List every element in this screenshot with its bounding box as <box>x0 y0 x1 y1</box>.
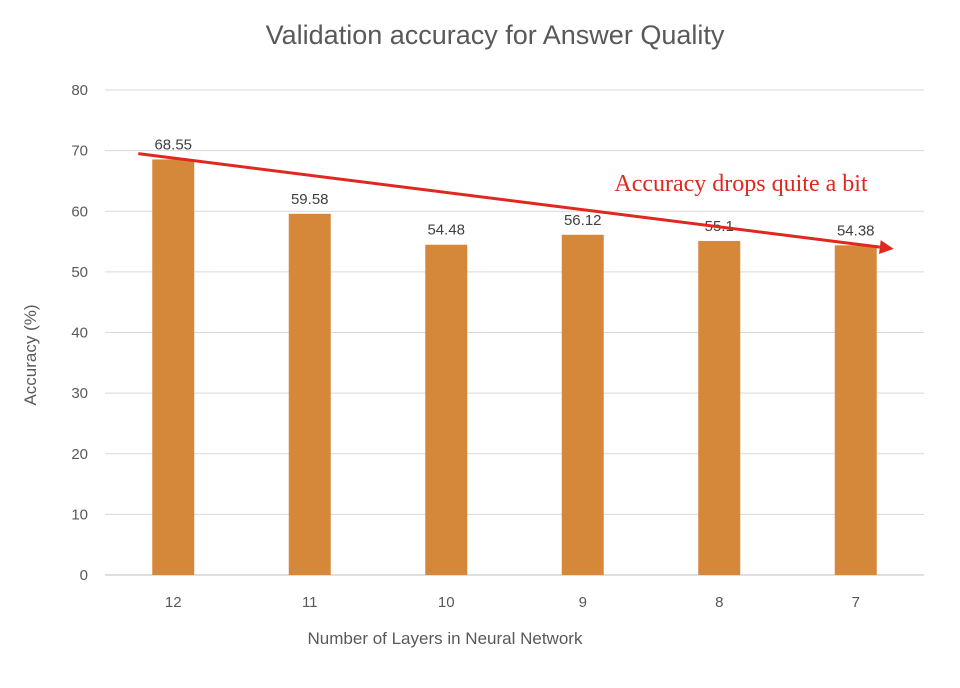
bar <box>834 245 877 576</box>
x-tick-label: 8 <box>715 594 723 611</box>
bar <box>561 234 604 575</box>
y-axis-ticks: 0 10 20 30 40 50 60 70 80 <box>71 82 88 584</box>
x-tick-label: 7 <box>852 594 860 611</box>
trend-arrowhead <box>878 240 894 255</box>
y-tick-label: 50 <box>71 264 88 281</box>
bar <box>425 244 468 575</box>
y-tick-label: 30 <box>71 385 88 402</box>
x-tick-label: 12 <box>165 594 182 611</box>
x-axis-label: Number of Layers in Neural Network <box>308 629 583 648</box>
x-tick-label: 9 <box>579 594 587 611</box>
annotation-text: Accuracy drops quite a bit <box>614 171 868 197</box>
data-label: 54.48 <box>427 222 465 239</box>
data-label: 54.38 <box>837 222 875 239</box>
y-axis-label: Accuracy (%) <box>21 304 40 405</box>
x-axis-ticks: 12 11 10 9 8 7 <box>165 594 860 611</box>
gridlines <box>105 89 924 576</box>
bar <box>288 213 331 575</box>
annotation: Accuracy drops quite a bit <box>138 152 894 255</box>
chart-title: Validation accuracy for Answer Quality <box>266 20 725 50</box>
x-tick-label: 10 <box>438 594 455 611</box>
bar <box>698 240 741 576</box>
y-tick-label: 10 <box>71 506 88 523</box>
y-tick-label: 0 <box>80 567 88 584</box>
y-tick-label: 40 <box>71 325 88 342</box>
x-tick-label: 11 <box>302 594 318 611</box>
bar <box>152 159 195 575</box>
y-tick-label: 70 <box>71 143 88 160</box>
data-label: 56.12 <box>564 212 602 229</box>
bars <box>152 159 877 576</box>
data-label: 68.55 <box>154 136 192 153</box>
trend-arrow <box>138 152 881 249</box>
y-tick-label: 80 <box>71 82 88 99</box>
y-tick-label: 20 <box>71 446 88 463</box>
y-tick-label: 60 <box>71 203 88 220</box>
data-label: 59.58 <box>291 191 329 208</box>
